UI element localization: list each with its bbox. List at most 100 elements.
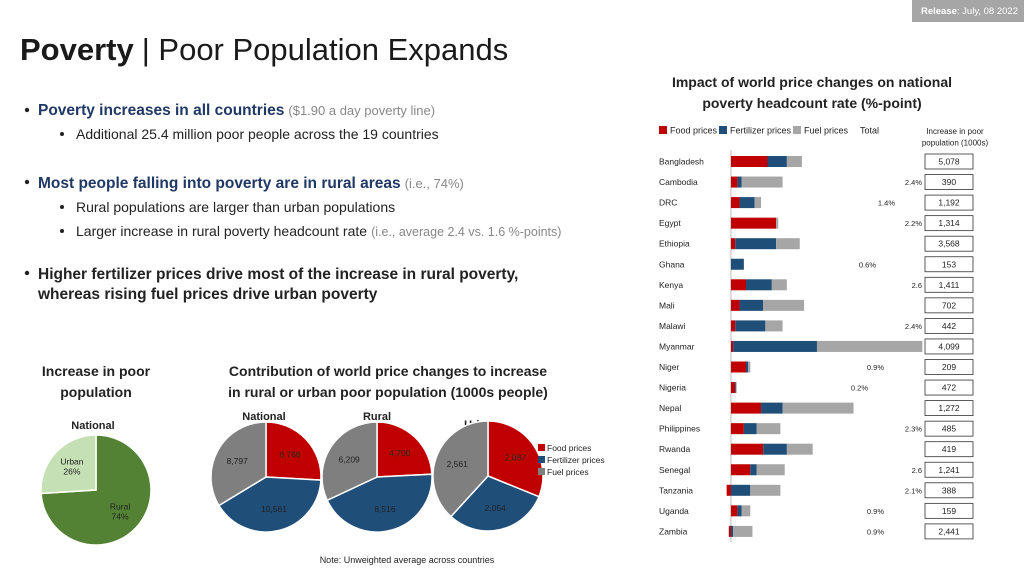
bar-segment bbox=[730, 443, 764, 455]
sub-bullet-dot bbox=[60, 205, 64, 209]
increase-label: 159 bbox=[942, 506, 956, 516]
sub-bullet-dot bbox=[60, 229, 64, 233]
increase-box bbox=[924, 461, 974, 478]
slice-label: 8,516 bbox=[374, 504, 396, 514]
bar-segment bbox=[771, 279, 787, 291]
pie-slice bbox=[40, 434, 97, 495]
increase-box bbox=[924, 317, 974, 334]
increase-box bbox=[924, 420, 974, 437]
slice-label: 26% bbox=[63, 466, 80, 476]
bar-segment bbox=[730, 217, 777, 229]
increase-label: 1,241 bbox=[938, 465, 960, 475]
increase-box bbox=[924, 235, 974, 252]
footnote: Note: Unweighted average across countrie… bbox=[320, 555, 495, 565]
bar-segment bbox=[728, 525, 731, 537]
bar-segment bbox=[763, 443, 787, 455]
bar-segment bbox=[730, 402, 762, 414]
legend-label: Food prices bbox=[547, 443, 591, 453]
legend-swatch bbox=[538, 444, 545, 451]
pie-slice bbox=[210, 421, 267, 507]
pie-slice bbox=[265, 421, 322, 481]
bar-segment bbox=[746, 361, 749, 373]
total-label: 0.6% bbox=[859, 260, 876, 269]
bullet-text: Most people falling into poverty are in … bbox=[38, 175, 401, 192]
pie-title: National bbox=[242, 411, 285, 423]
bullet-text: Poverty increases in all countries bbox=[38, 102, 284, 119]
bar-segment bbox=[737, 176, 742, 188]
bar-segment bbox=[730, 382, 736, 394]
release-text: Release: July, 08 2022 bbox=[921, 6, 1018, 17]
release-date: : July, 08 2022 bbox=[957, 6, 1018, 17]
category-label: Nigeria bbox=[659, 383, 686, 393]
bar-segment bbox=[730, 361, 747, 373]
bar-segment bbox=[782, 402, 854, 414]
total-label: 0.9% bbox=[867, 363, 884, 372]
bar-segment bbox=[767, 156, 787, 167]
total-label: 2.4% bbox=[905, 178, 922, 187]
increase-box bbox=[924, 400, 974, 417]
increase-label: 442 bbox=[942, 321, 956, 331]
category-label: Egypt bbox=[659, 218, 681, 228]
increase-label: 4,099 bbox=[938, 341, 960, 351]
bar-segment bbox=[776, 217, 779, 229]
bar-segment bbox=[741, 505, 751, 517]
increase-box bbox=[924, 441, 974, 458]
bar-segment bbox=[750, 484, 781, 496]
increase-label: 390 bbox=[942, 177, 956, 187]
bar-segment bbox=[750, 464, 757, 476]
bar-segment bbox=[730, 525, 734, 537]
legend-swatch bbox=[538, 468, 545, 475]
total-label: 2.1% bbox=[905, 486, 922, 495]
category-label: Myanmar bbox=[659, 341, 695, 351]
total-label: 0.9% bbox=[867, 527, 884, 536]
bar-segment bbox=[733, 525, 753, 537]
bar-segment bbox=[730, 156, 768, 167]
bar-segment bbox=[730, 258, 744, 270]
bar-segment bbox=[735, 382, 737, 394]
bar-segment bbox=[730, 176, 738, 188]
column-title: Increase in poor bbox=[926, 127, 984, 136]
legend-label: Fertilizer prices bbox=[730, 126, 792, 136]
bar-segment bbox=[735, 238, 777, 250]
category-label: Bangladesh bbox=[659, 157, 704, 167]
title-bold: Poverty bbox=[20, 32, 134, 67]
bar-segment bbox=[730, 340, 734, 352]
bar-segment bbox=[730, 279, 747, 291]
release-label: Release bbox=[921, 6, 957, 17]
category-label: Mali bbox=[659, 300, 675, 310]
bar-segment bbox=[733, 340, 817, 352]
pie-slice bbox=[321, 421, 378, 502]
legend-swatch bbox=[793, 126, 801, 134]
legend-label: Fuel prices bbox=[547, 467, 589, 477]
increase-label: 1,411 bbox=[939, 280, 960, 290]
increase-box bbox=[924, 523, 974, 540]
bar-segment bbox=[754, 197, 762, 209]
bar-segment bbox=[776, 238, 800, 250]
increase-label: 388 bbox=[942, 485, 956, 495]
bullet: whereas rising fuel prices drive urban p… bbox=[37, 286, 378, 303]
bullet: Higher fertilizer prices drive most of t… bbox=[38, 266, 518, 283]
legend-label: Total bbox=[860, 126, 879, 136]
chart-title: Impact of world price changes on nationa… bbox=[672, 74, 952, 90]
sub-bullet-dot bbox=[60, 132, 64, 136]
increase-box bbox=[924, 256, 974, 273]
increase-box bbox=[924, 215, 974, 232]
increase-label: 153 bbox=[942, 259, 956, 269]
increase-box bbox=[924, 276, 974, 293]
category-label: Tanzania bbox=[659, 485, 693, 495]
category-label: DRC bbox=[659, 198, 677, 208]
increase-box bbox=[924, 359, 974, 375]
slice-label: 6,768 bbox=[279, 449, 301, 459]
total-label: 2.3% bbox=[905, 425, 922, 434]
total-label: 2.6 bbox=[912, 281, 922, 290]
category-label: Niger bbox=[659, 362, 679, 372]
bar-segment bbox=[748, 361, 751, 373]
bar-segment bbox=[739, 197, 755, 209]
category-label: Kenya bbox=[659, 280, 683, 290]
increase-label: 5,078 bbox=[938, 157, 960, 167]
legend-label: Fuel prices bbox=[804, 126, 849, 136]
pie-slice bbox=[432, 420, 489, 518]
increase-label: 209 bbox=[942, 362, 956, 372]
bullet-note: (i.e., 74%) bbox=[405, 176, 464, 191]
